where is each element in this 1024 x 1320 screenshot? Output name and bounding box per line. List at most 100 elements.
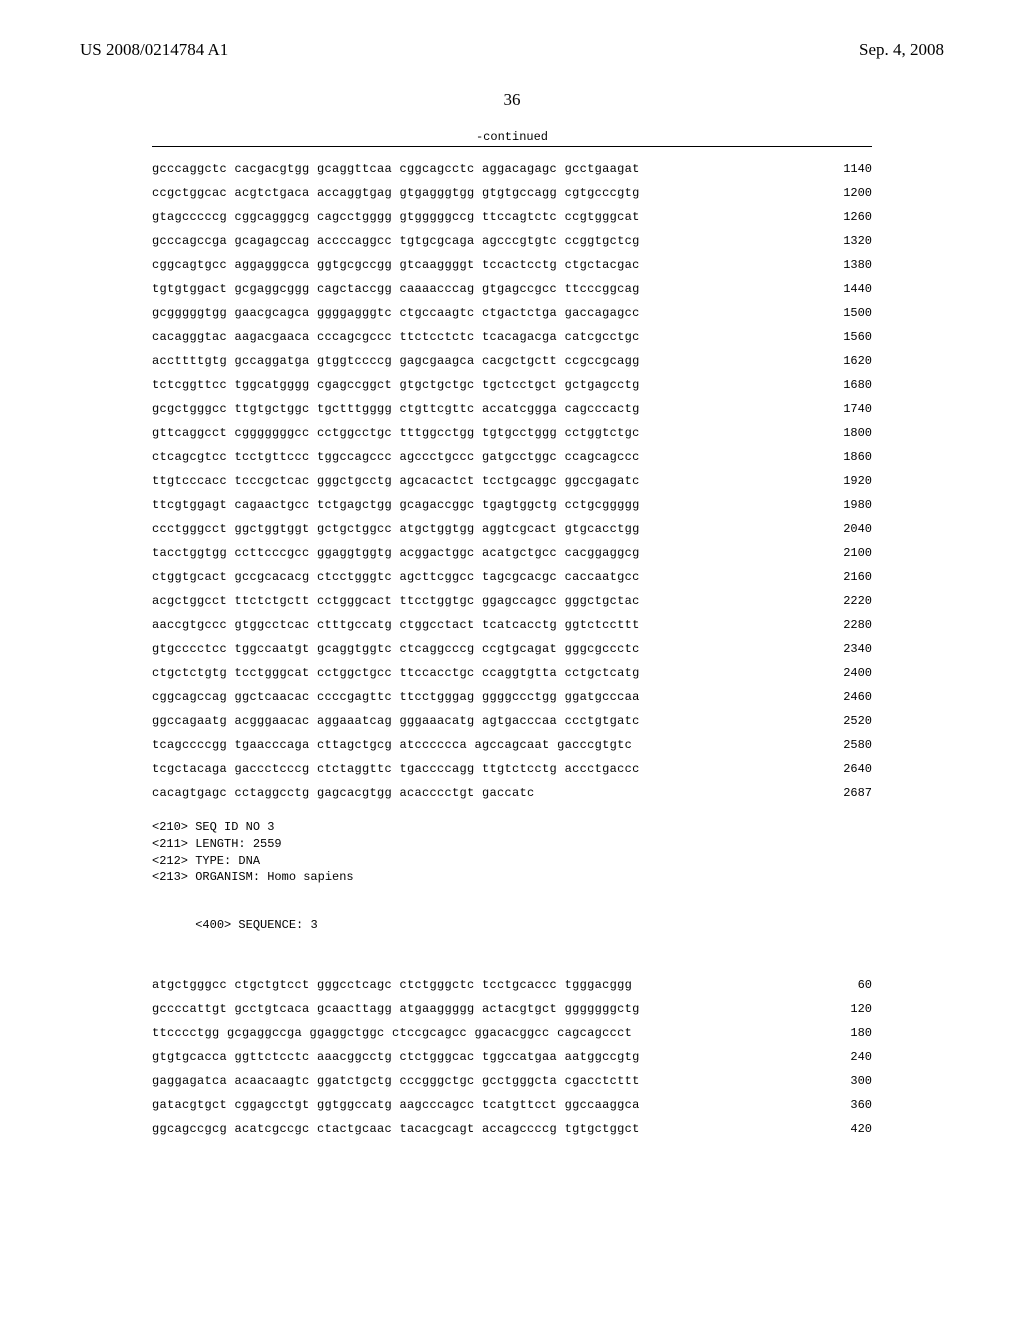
sequence-meta-line: <211> LENGTH: 2559: [152, 836, 872, 853]
sequence-400-label: <400> SEQUENCE: 3: [195, 918, 317, 932]
sequence-line: tctcggttcc tggcatgggg cgagccggct gtgctgc…: [152, 373, 872, 397]
sequence-position: 1800: [802, 421, 872, 445]
sequence-text: ccgctggcac acgtctgaca accaggtgag gtgaggg…: [152, 181, 640, 205]
sequence-position: 1140: [802, 157, 872, 181]
sequence-metadata: <210> SEQ ID NO 3<211> LENGTH: 2559<212>…: [152, 819, 872, 886]
sequence-line: ctcagcgtcc tcctgttccc tggccagccc agccctg…: [152, 445, 872, 469]
sequence-line: gtgtgcacca ggttctcctc aaacggcctg ctctggg…: [152, 1045, 872, 1069]
sequence-text: ggccagaatg acgggaacac aggaaatcag gggaaac…: [152, 709, 640, 733]
sequence-line: gaggagatca acaacaagtc ggatctgctg cccgggc…: [152, 1069, 872, 1093]
sequence-line: tcgctacaga gaccctcccg ctctaggttc tgacccc…: [152, 757, 872, 781]
sequence-position: 120: [802, 997, 872, 1021]
sequence-text: ctgctctgtg tcctgggcat cctggctgcc ttccacc…: [152, 661, 640, 685]
sequence-text: acgctggcct ttctctgctt cctgggcact ttcctgg…: [152, 589, 640, 613]
sequence-line: gcgggggtgg gaacgcagca ggggagggtc ctgccaa…: [152, 301, 872, 325]
sequence-text: aaccgtgccc gtggcctcac ctttgccatg ctggcct…: [152, 613, 640, 637]
sequence-meta-line: <213> ORGANISM: Homo sapiens: [152, 869, 872, 886]
sequence-text: gttcaggcct cgggggggcc cctggcctgc tttggcc…: [152, 421, 640, 445]
sequence-position: 2340: [802, 637, 872, 661]
sequence-text: ttcgtggagt cagaactgcc tctgagctgg gcagacc…: [152, 493, 640, 517]
sequence-label: <400> SEQUENCE: 3: [152, 900, 872, 950]
sequence-position: 1500: [802, 301, 872, 325]
sequence-text: gcccaggctc cacgacgtgg gcaggttcaa cggcagc…: [152, 157, 640, 181]
sequence-text: cggcagtgcc aggagggcca ggtgcgccgg gtcaagg…: [152, 253, 640, 277]
sequence-position: 2460: [802, 685, 872, 709]
sequence-line: ctggtgcact gccgcacacg ctcctgggtc agcttcg…: [152, 565, 872, 589]
continued-label: -continued: [152, 130, 872, 144]
sequence-text: cacagggtac aagacgaaca cccagcgccc ttctcct…: [152, 325, 640, 349]
sequence-position: 60: [802, 973, 872, 997]
page-number: 36: [80, 90, 944, 110]
sequence-line: gcgctgggcc ttgtgctggc tgctttgggg ctgttcg…: [152, 397, 872, 421]
patent-page: US 2008/0214784 A1 Sep. 4, 2008 36 -cont…: [0, 0, 1024, 1181]
sequence-text: tcgctacaga gaccctcccg ctctaggttc tgacccc…: [152, 757, 640, 781]
sequence-text: gcgggggtgg gaacgcagca ggggagggtc ctgccaa…: [152, 301, 640, 325]
sequence-line: aaccgtgccc gtggcctcac ctttgccatg ctggcct…: [152, 613, 872, 637]
sequence-text: tacctggtgg ccttcccgcc ggaggtggtg acggact…: [152, 541, 640, 565]
sequence-line: ttgtcccacc tcccgctcac gggctgcctg agcacac…: [152, 469, 872, 493]
sequence-block-1: gcccaggctc cacgacgtgg gcaggttcaa cggcagc…: [152, 157, 872, 805]
sequence-position: 2160: [802, 565, 872, 589]
sequence-text: tgtgtggact gcgaggcggg cagctaccgg caaaacc…: [152, 277, 640, 301]
sequence-line: atgctgggcc ctgctgtcct gggcctcagc ctctggg…: [152, 973, 872, 997]
sequence-position: 1440: [802, 277, 872, 301]
sequence-line: tacctggtgg ccttcccgcc ggaggtggtg acggact…: [152, 541, 872, 565]
sequence-meta-line: <210> SEQ ID NO 3: [152, 819, 872, 836]
sequence-text: gtgcccctcc tggccaatgt gcaggtggtc ctcaggc…: [152, 637, 640, 661]
sequence-line: gcccaggctc cacgacgtgg gcaggttcaa cggcagc…: [152, 157, 872, 181]
sequence-text: tcagccccgg tgaacccaga cttagctgcg atccccc…: [152, 733, 632, 757]
sequence-position: 2220: [802, 589, 872, 613]
sequence-text: cacagtgagc cctaggcctg gagcacgtgg acacccc…: [152, 781, 535, 805]
sequence-line: gatacgtgct cggagcctgt ggtggccatg aagccca…: [152, 1093, 872, 1117]
sequence-line: cggcagtgcc aggagggcca ggtgcgccgg gtcaagg…: [152, 253, 872, 277]
page-header: US 2008/0214784 A1 Sep. 4, 2008: [80, 40, 944, 60]
sequence-position: 300: [802, 1069, 872, 1093]
sequence-position: 420: [802, 1117, 872, 1141]
sequence-position: 2640: [802, 757, 872, 781]
sequence-line: gttcaggcct cgggggggcc cctggcctgc tttggcc…: [152, 421, 872, 445]
sequence-line: ttcccctgg gcgaggccga ggaggctggc ctccgcag…: [152, 1021, 872, 1045]
publication-date: Sep. 4, 2008: [859, 40, 944, 60]
sequence-text: tctcggttcc tggcatgggg cgagccggct gtgctgc…: [152, 373, 640, 397]
sequence-text: ccctgggcct ggctggtggt gctgctggcc atgctgg…: [152, 517, 640, 541]
sequence-position: 2580: [802, 733, 872, 757]
sequence-line: gtgcccctcc tggccaatgt gcaggtggtc ctcaggc…: [152, 637, 872, 661]
sequence-text: ggcagccgcg acatcgccgc ctactgcaac tacacgc…: [152, 1117, 640, 1141]
sequence-text: accttttgtg gccaggatga gtggtccccg gagcgaa…: [152, 349, 640, 373]
sequence-text: gccccattgt gcctgtcaca gcaacttagg atgaagg…: [152, 997, 640, 1021]
sequence-position: 1860: [802, 445, 872, 469]
sequence-line: ctgctctgtg tcctgggcat cctggctgcc ttccacc…: [152, 661, 872, 685]
sequence-line: gtagcccccg cggcagggcg cagcctgggg gtggggg…: [152, 205, 872, 229]
sequence-line: ggccagaatg acgggaacac aggaaatcag gggaaac…: [152, 709, 872, 733]
sequence-position: 240: [802, 1045, 872, 1069]
sequence-position: 180: [802, 1021, 872, 1045]
sequence-position: 2280: [802, 613, 872, 637]
sequence-position: 1680: [802, 373, 872, 397]
sequence-line: tgtgtggact gcgaggcggg cagctaccgg caaaacc…: [152, 277, 872, 301]
sequence-position: 1200: [802, 181, 872, 205]
sequence-line: ttcgtggagt cagaactgcc tctgagctgg gcagacc…: [152, 493, 872, 517]
sequence-line: cggcagccag ggctcaacac ccccgagttc ttcctgg…: [152, 685, 872, 709]
sequence-line: ccgctggcac acgtctgaca accaggtgag gtgaggg…: [152, 181, 872, 205]
sequence-line: ggcagccgcg acatcgccgc ctactgcaac tacacgc…: [152, 1117, 872, 1141]
sequence-text: ctcagcgtcc tcctgttccc tggccagccc agccctg…: [152, 445, 640, 469]
sequence-position: 1740: [802, 397, 872, 421]
sequence-position: 1560: [802, 325, 872, 349]
sequence-line: gccccattgt gcctgtcaca gcaacttagg atgaagg…: [152, 997, 872, 1021]
sequence-position: 1380: [802, 253, 872, 277]
sequence-listing-area: -continued gcccaggctc cacgacgtgg gcaggtt…: [152, 130, 872, 1141]
sequence-position: 2520: [802, 709, 872, 733]
sequence-line: cacagtgagc cctaggcctg gagcacgtgg acacccc…: [152, 781, 872, 805]
sequence-text: atgctgggcc ctgctgtcct gggcctcagc ctctggg…: [152, 973, 632, 997]
sequence-text: ttcccctgg gcgaggccga ggaggctggc ctccgcag…: [152, 1021, 632, 1045]
sequence-position: 1320: [802, 229, 872, 253]
sequence-position: 2100: [802, 541, 872, 565]
sequence-line: acgctggcct ttctctgctt cctgggcact ttcctgg…: [152, 589, 872, 613]
sequence-text: ctggtgcact gccgcacacg ctcctgggtc agcttcg…: [152, 565, 640, 589]
sequence-line: accttttgtg gccaggatga gtggtccccg gagcgaa…: [152, 349, 872, 373]
sequence-position: 2040: [802, 517, 872, 541]
sequence-text: gtgtgcacca ggttctcctc aaacggcctg ctctggg…: [152, 1045, 640, 1069]
sequence-block-2: atgctgggcc ctgctgtcct gggcctcagc ctctggg…: [152, 973, 872, 1141]
sequence-text: cggcagccag ggctcaacac ccccgagttc ttcctgg…: [152, 685, 640, 709]
sequence-meta-line: <212> TYPE: DNA: [152, 853, 872, 870]
